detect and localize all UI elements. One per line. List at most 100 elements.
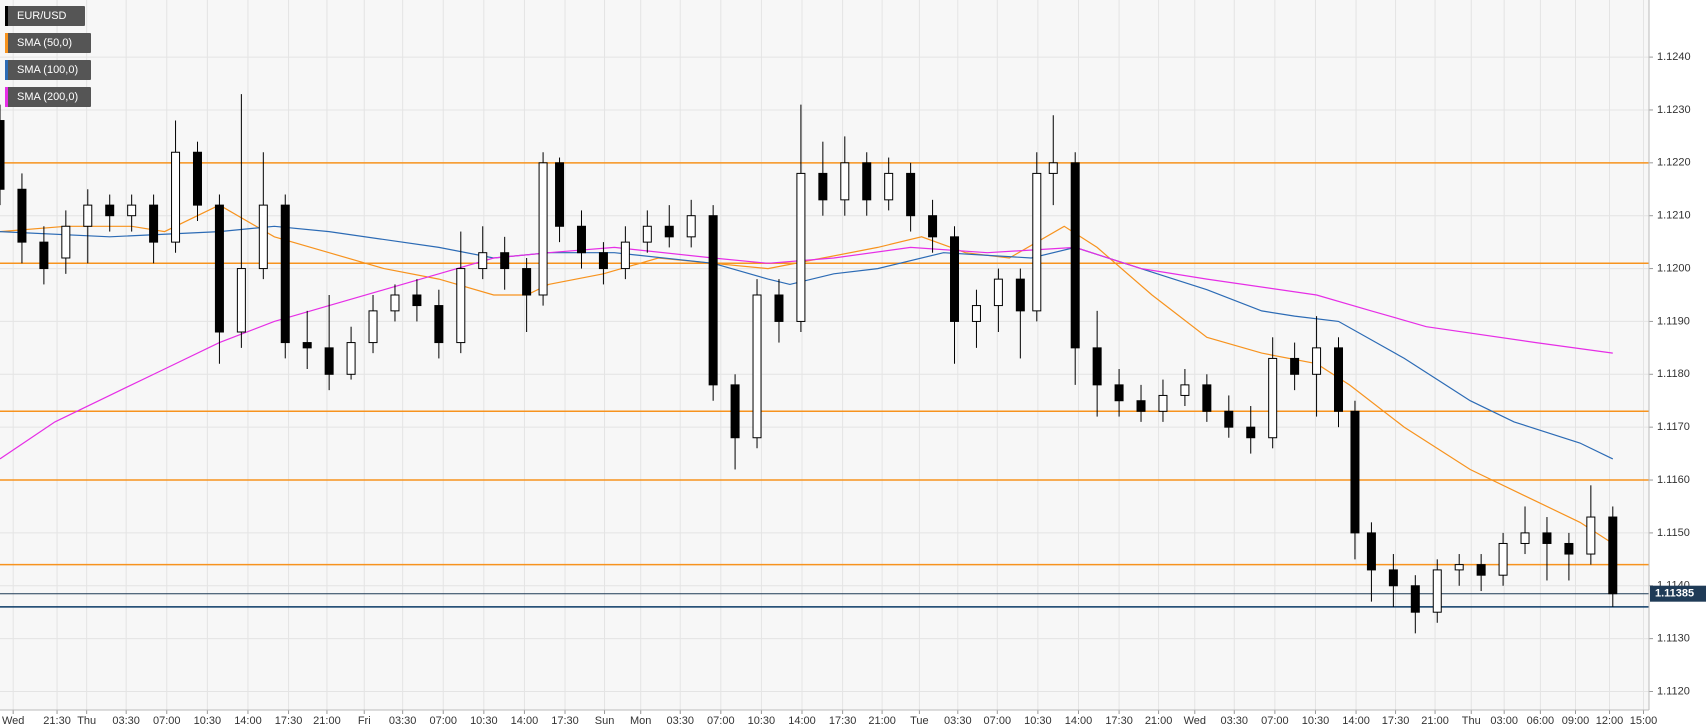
candle-body [598, 252, 608, 270]
x-tick-label: 10:30 [748, 715, 776, 727]
candle-body [324, 347, 334, 375]
x-tick-label: Thu [1462, 715, 1481, 727]
candle-body [1032, 172, 1042, 312]
y-tick-label: 1.1150 [1657, 527, 1690, 539]
x-tick-label: 21:00 [313, 715, 341, 727]
candle-body [1092, 347, 1102, 386]
candle-body [730, 384, 740, 439]
candle-body [818, 172, 828, 201]
candle-body [1180, 384, 1190, 396]
candle-body [258, 204, 268, 270]
candle-body [171, 151, 181, 243]
candle-body [478, 252, 488, 270]
x-tick-label: 14:00 [511, 715, 539, 727]
candle-body [1114, 384, 1124, 402]
candle-body [1070, 162, 1080, 349]
legend-box [5, 33, 91, 53]
candle-body [61, 225, 71, 259]
x-tick-label: 17:30 [1105, 715, 1133, 727]
candle-body [1048, 162, 1058, 174]
x-tick-label: 17:30 [1382, 715, 1410, 727]
candle-body [796, 172, 806, 322]
x-tick-label: Thu [77, 715, 96, 727]
candle-body [774, 294, 784, 322]
x-tick-label: 14:00 [788, 715, 816, 727]
legend-swatch [5, 87, 8, 107]
candle-body [412, 294, 422, 307]
candle-body [993, 278, 1003, 307]
x-tick-label: 21:00 [1145, 715, 1173, 727]
candle-body [642, 225, 652, 243]
legend-box [5, 87, 91, 107]
candle-body [390, 294, 400, 312]
candle-body [906, 172, 916, 217]
y-tick-label: 1.1230 [1657, 104, 1691, 116]
legend-swatch [5, 6, 8, 26]
x-tick-label: 14:00 [1065, 715, 1093, 727]
legend-label: EUR/USD [17, 10, 67, 22]
candle-body [664, 225, 674, 238]
candle-body [1136, 400, 1146, 412]
candle-body [522, 268, 532, 296]
candle-body [1586, 516, 1596, 555]
candle-body [127, 204, 137, 217]
candle-body [456, 268, 466, 344]
x-tick-label: 10:30 [1302, 715, 1330, 727]
legend-swatch [5, 33, 8, 53]
y-tick-label: 1.1160 [1657, 474, 1690, 486]
candle-body [1015, 278, 1025, 312]
x-tick-label: Sun [595, 715, 615, 727]
y-tick-label: 1.1130 [1657, 633, 1690, 645]
x-tick-label: 03:30 [666, 715, 694, 727]
candle-body [1542, 532, 1552, 544]
x-tick-label: 03:30 [1221, 715, 1249, 727]
candle-body [236, 268, 246, 333]
candle-body [1246, 426, 1256, 439]
candle-body [862, 162, 872, 201]
x-tick-label: 21:30 [43, 715, 71, 727]
candle-body [840, 162, 850, 201]
x-tick-label: 03:00 [1490, 715, 1518, 727]
candle-body [17, 188, 27, 243]
candle-body [0, 120, 5, 190]
x-tick-label: 21:00 [868, 715, 896, 727]
candle-body [576, 225, 586, 254]
price-tag [1650, 585, 1706, 602]
x-tick-label: 17:30 [829, 715, 857, 727]
candle-body [1202, 384, 1212, 412]
x-tick-label: 10:30 [1024, 715, 1052, 727]
legend-label: SMA (100,0) [17, 64, 78, 76]
legend-box [5, 6, 85, 26]
y-tick-label: 1.1190 [1657, 315, 1690, 327]
legend-label: SMA (200,0) [17, 91, 78, 103]
y-tick-label: 1.1200 [1657, 262, 1691, 274]
candle-body [1520, 532, 1530, 544]
candle-body [1388, 569, 1398, 587]
candle-body [884, 172, 894, 201]
candle-body [1498, 542, 1508, 576]
y-tick-label: 1.1240 [1657, 51, 1691, 63]
candle-body [1312, 347, 1322, 375]
y-tick-label: 1.1170 [1657, 421, 1690, 433]
plot-background [0, 0, 1649, 710]
y-tick-label: 1.1220 [1657, 157, 1691, 169]
x-tick-label: 03:30 [944, 715, 972, 727]
candle-body [1410, 585, 1420, 613]
candle-body [1334, 347, 1344, 412]
x-tick-label: 06:00 [1527, 715, 1555, 727]
x-tick-label: 09:00 [1562, 715, 1590, 727]
candle-body [708, 215, 718, 386]
x-tick-label: 03:30 [112, 715, 140, 727]
x-tick-label: 21:00 [1421, 715, 1449, 727]
x-tick-label: 10:30 [470, 715, 498, 727]
x-tick-label: Tue [910, 715, 929, 727]
candle-body [105, 204, 115, 217]
candle-body [555, 162, 565, 227]
candle-body [83, 204, 93, 227]
price-tag-label: 1.11385 [1655, 588, 1694, 600]
x-tick-label: 17:30 [275, 715, 303, 727]
x-tick-label: 07:00 [984, 715, 1012, 727]
candle-body [346, 342, 356, 375]
x-tick-label: Mon [630, 715, 651, 727]
